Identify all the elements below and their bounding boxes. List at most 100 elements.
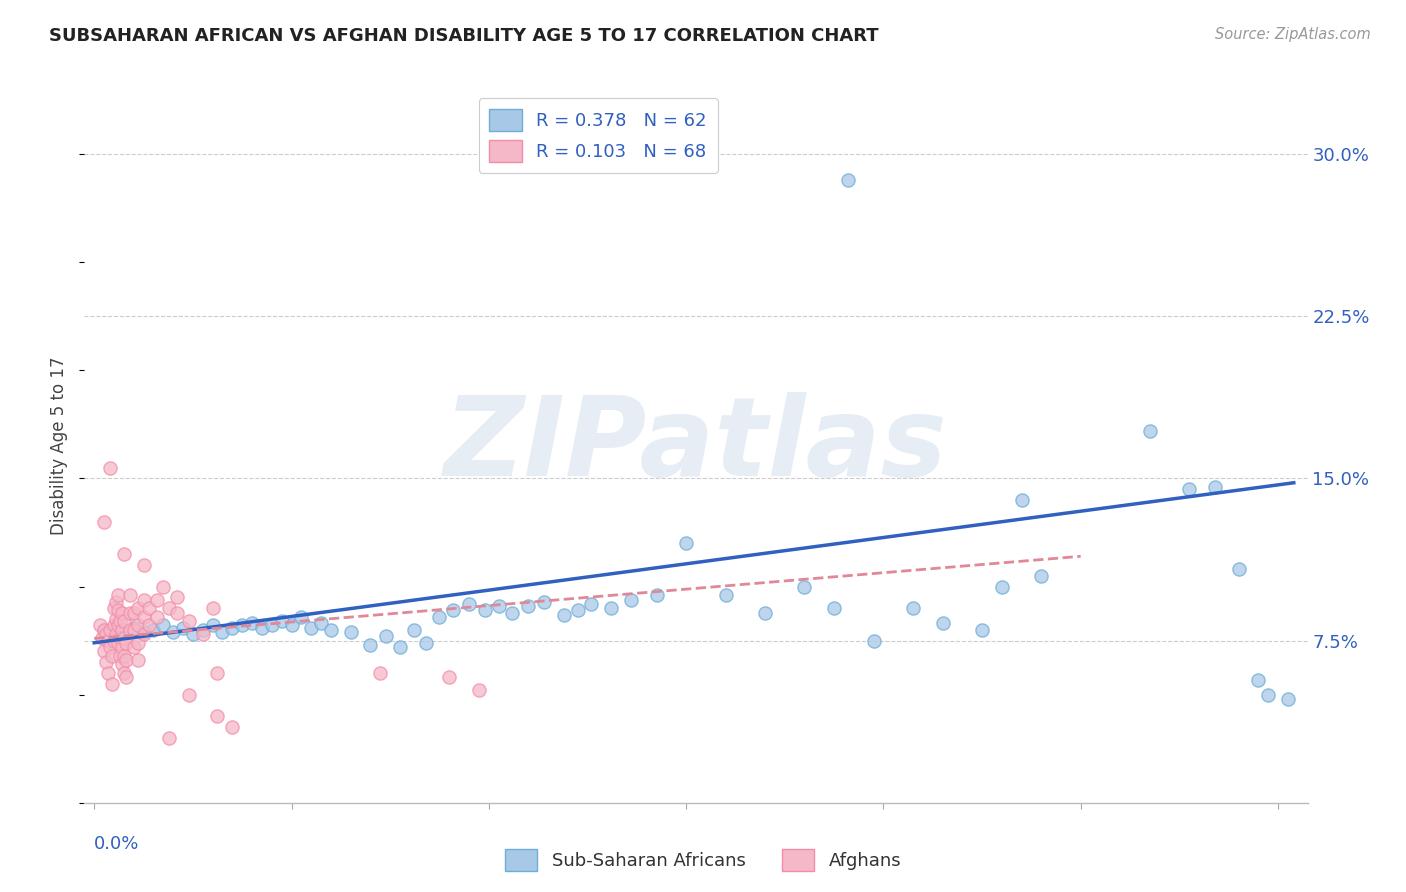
Point (152, 580, 174, 594)
Point (441, 603, 464, 617)
Point (837, 173, 859, 187)
Point (112, 666, 135, 681)
Point (107, 603, 129, 617)
Point (1178, 482, 1201, 496)
Point (118, 623, 141, 637)
Point (97, 633, 120, 648)
Point (299, 621, 322, 635)
Point (458, 597, 481, 611)
Point (138, 618, 160, 632)
Point (112, 632, 135, 646)
Point (1031, 568, 1053, 582)
Point (118, 606, 141, 620)
Point (389, 640, 412, 654)
Text: 0.0%: 0.0% (94, 835, 139, 853)
Point (111, 657, 134, 672)
Y-axis label: Disability Age 5 to 17: Disability Age 5 to 17 (51, 357, 69, 535)
Point (132, 624, 155, 639)
Point (114, 670, 136, 684)
Point (714, 588, 737, 602)
Point (111, 623, 134, 637)
Point (1227, 562, 1250, 576)
Point (104, 595, 127, 609)
Point (127, 653, 149, 667)
Point (1011, 493, 1033, 508)
Point (1257, 688, 1279, 702)
Point (101, 677, 124, 691)
Point (146, 592, 169, 607)
Point (111, 640, 134, 654)
Point (375, 629, 398, 643)
Point (108, 648, 131, 663)
Point (103, 618, 125, 632)
Point (112, 614, 135, 628)
Point (270, 614, 292, 628)
Point (103, 624, 125, 639)
Point (221, 720, 243, 734)
Point (502, 606, 524, 620)
Point (93, 623, 115, 637)
Point (402, 623, 425, 637)
Point (166, 606, 188, 620)
Point (1139, 424, 1161, 438)
Point (104, 627, 127, 641)
Point (1277, 692, 1299, 706)
Point (122, 606, 145, 620)
Point (98, 460, 121, 475)
Point (620, 592, 643, 607)
Point (517, 599, 540, 613)
Point (103, 601, 125, 615)
Point (339, 624, 361, 639)
Point (754, 606, 776, 620)
Point (93, 515, 115, 529)
Point (177, 614, 200, 628)
Point (600, 601, 623, 615)
Point (112, 648, 135, 663)
Point (162, 624, 184, 639)
Point (101, 648, 124, 663)
Point (98, 640, 121, 654)
Point (122, 621, 145, 635)
Point (567, 603, 589, 617)
Point (533, 595, 555, 609)
Point (205, 709, 228, 723)
Point (111, 606, 134, 620)
Point (112, 627, 135, 641)
Point (553, 607, 575, 622)
Point (103, 633, 125, 648)
Point (127, 601, 149, 615)
Point (991, 580, 1014, 594)
Text: ZIPatlas: ZIPatlas (444, 392, 948, 500)
Point (250, 621, 273, 635)
Point (112, 547, 135, 561)
Point (1247, 673, 1270, 687)
Point (118, 588, 141, 602)
Point (901, 601, 924, 615)
Point (488, 599, 510, 613)
Point (138, 601, 160, 615)
Point (166, 591, 188, 605)
Point (93, 644, 115, 658)
Text: SUBSAHARAN AFRICAN VS AFGHAN DISABILITY AGE 5 TO 17 CORRELATION CHART: SUBSAHARAN AFRICAN VS AFGHAN DISABILITY … (49, 27, 879, 45)
Point (931, 616, 953, 631)
Text: Source: ZipAtlas.com: Source: ZipAtlas.com (1215, 27, 1371, 42)
Point (211, 624, 233, 639)
Point (122, 623, 145, 637)
Point (231, 618, 253, 632)
Point (93, 623, 115, 637)
Point (221, 621, 243, 635)
Point (132, 610, 155, 624)
Point (260, 618, 283, 632)
Point (177, 688, 200, 702)
Point (1204, 480, 1226, 494)
Point (359, 638, 381, 652)
Point (94, 627, 117, 641)
Point (114, 636, 136, 650)
Point (970, 623, 993, 637)
Point (468, 683, 491, 698)
Point (474, 603, 496, 617)
Point (132, 592, 155, 607)
Point (127, 618, 149, 632)
Point (108, 614, 131, 628)
Point (290, 610, 312, 624)
